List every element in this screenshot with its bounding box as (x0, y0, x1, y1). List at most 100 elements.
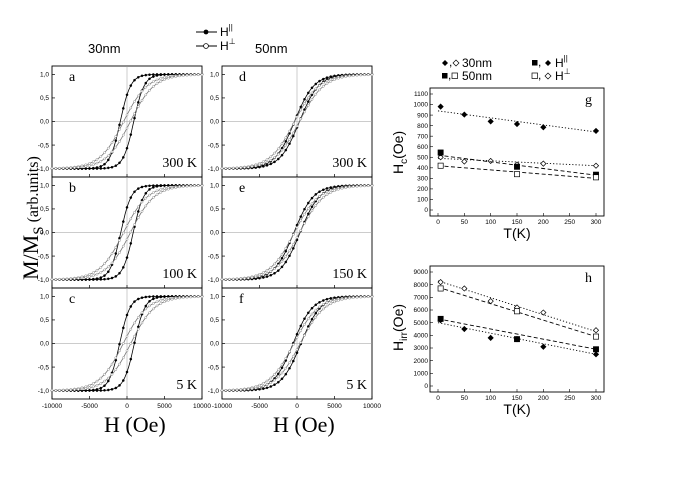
loop-point-perp (318, 199, 321, 203)
data-point (437, 103, 444, 110)
legend-diamond-open (452, 59, 460, 67)
loop-point-perp (84, 387, 88, 390)
loop-point-perp (73, 166, 76, 170)
loop-point-parallel (99, 386, 103, 390)
loop-point-parallel (148, 184, 151, 188)
loop-point-parallel (314, 311, 318, 315)
loop-point-parallel (136, 210, 140, 213)
loop-point-parallel (284, 140, 288, 143)
loop-point-perp (333, 78, 336, 81)
loop-point-parallel (110, 276, 114, 280)
loop-ytick-label: -0,5 (208, 364, 220, 371)
loop-point-perp (166, 76, 170, 80)
loop-point-perp (133, 211, 136, 214)
data-point (592, 127, 600, 135)
legend-parallel: H|| (555, 54, 568, 70)
data-point (487, 334, 494, 341)
loop-point-perp (133, 321, 136, 325)
loop-point-perp (318, 88, 321, 92)
loop-point-parallel (148, 188, 151, 191)
loop-point-perp (370, 73, 374, 76)
loop-point-parallel (314, 303, 318, 307)
loop-point-perp (170, 186, 174, 190)
legend-square-filled-2 (442, 73, 448, 79)
loop-point-parallel (151, 75, 155, 78)
loop-point-parallel (144, 304, 148, 308)
loop-point-perp (306, 317, 310, 321)
data-point (514, 163, 520, 170)
loop-point-perp (140, 210, 144, 213)
loop-point-perp (254, 386, 258, 390)
ytick-label: 5000 (414, 320, 429, 327)
ytick-label: 300 (417, 176, 428, 183)
loop-point-parallel (258, 276, 261, 280)
loop-point-perp (80, 165, 84, 169)
xtick-label: 50 (461, 395, 469, 402)
loop-point-parallel (140, 296, 144, 300)
loop-point-perp (321, 303, 325, 306)
loop-point-parallel (107, 388, 110, 392)
loop-ytick-label: 0,0 (40, 119, 49, 126)
loop-point-perp (77, 388, 80, 391)
xtick-label: 200 (538, 395, 549, 402)
loop-point-perp (99, 382, 103, 385)
loop-ytick-label: -0,5 (208, 142, 220, 149)
loop-point-perp (321, 85, 325, 88)
loop-point-parallel (103, 166, 106, 170)
loop-point-perp (246, 165, 250, 169)
loop-panel-a: -1,0 -0,5 0,0 0,5 1,0 a 300 K (38, 65, 204, 178)
ytick-label: 9000 (414, 269, 429, 276)
loop-xtick-label: 10000 (363, 403, 381, 410)
loop-point-parallel (118, 342, 121, 346)
loop-point-parallel (280, 377, 284, 381)
loop-point-parallel (273, 271, 276, 275)
ytick-label: 400 (417, 165, 428, 172)
loop-point-perp (114, 368, 118, 371)
loop-point-parallel (310, 205, 314, 209)
loop-point-parallel (314, 193, 318, 196)
fit-line (437, 318, 597, 350)
loop-point-perp (159, 80, 163, 83)
loop-point-perp (276, 152, 280, 156)
loop-point-perp (284, 366, 288, 370)
loop-point-perp (103, 151, 106, 154)
loop-point-perp (196, 73, 200, 76)
loop-ytick-label: -1,0 (38, 388, 50, 395)
loop-point-parallel (295, 332, 299, 336)
loop-point-parallel (269, 273, 273, 277)
loop-point-perp (181, 74, 185, 77)
loop-point-perp (288, 361, 291, 364)
loop-point-perp (174, 297, 178, 300)
loop-point-perp (284, 136, 288, 139)
loop-point-perp (333, 300, 336, 304)
loop-point-parallel (95, 389, 99, 392)
loop-point-perp (159, 302, 163, 305)
loop-ytick-label: 0,0 (40, 341, 49, 348)
loop-point-perp (329, 80, 333, 83)
loop-point-perp (220, 278, 224, 281)
loop-point-parallel (136, 76, 140, 79)
loop-point-perp (62, 388, 65, 392)
loop-point-parallel (163, 184, 166, 187)
loop-point-perp (273, 262, 276, 266)
panel-h-irreversibility: 0 1000 2000 3000 4000 5000 6000 7000 8000 9000 0 50… (390, 265, 605, 417)
loop-point-perp (73, 277, 76, 281)
loop-point-perp (314, 92, 318, 96)
loop-point-perp (174, 75, 178, 78)
loop-point-perp (84, 165, 88, 168)
loop-point-perp (228, 388, 231, 392)
loop-point-perp (284, 255, 288, 258)
loop-point-parallel (103, 388, 106, 392)
loop-point-perp (155, 189, 159, 193)
loop-point-perp (299, 229, 303, 232)
loop-point-perp (95, 161, 99, 165)
loop-point-parallel (125, 313, 129, 317)
loop-panel-label: a (69, 70, 76, 85)
xtick-label: 250 (564, 219, 575, 226)
loop-point-perp (280, 371, 284, 375)
loop-point-parallel (321, 188, 325, 192)
loop-point-perp (136, 105, 140, 108)
loop-point-parallel (144, 295, 148, 299)
loop-point-perp (288, 240, 291, 243)
side-legend: , 30nm , H|| , 50nm , H⊥ (442, 54, 571, 83)
